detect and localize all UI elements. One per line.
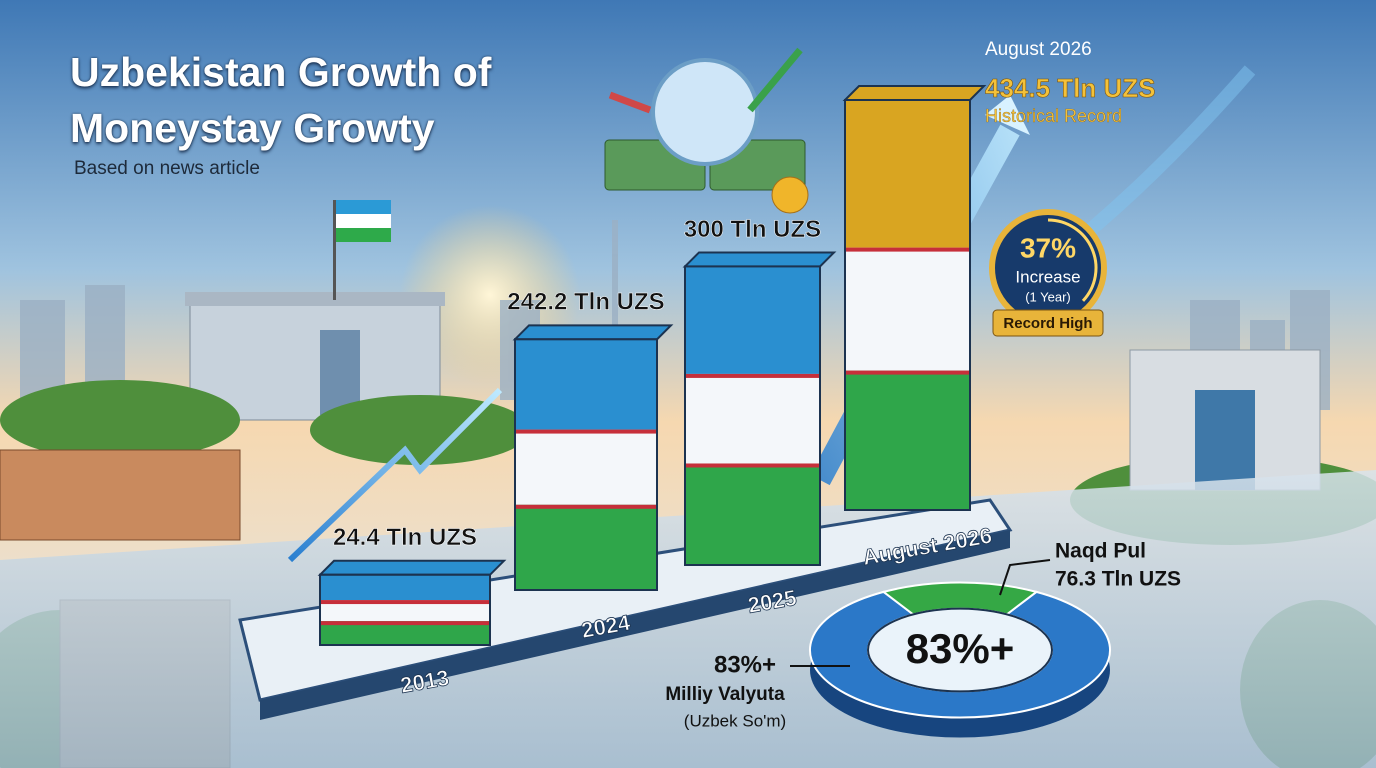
value-label: 434.5 Tln UZS [985, 73, 1156, 103]
bar [317, 559, 507, 646]
bar-top [317, 559, 507, 576]
bar-red-stripe [320, 600, 490, 605]
bar-red-stripe [515, 504, 657, 509]
bar-outline [319, 573, 491, 646]
bar-red-stripe [320, 621, 490, 626]
badge-line: Increase [1015, 267, 1080, 286]
bar-blue [515, 339, 657, 430]
badge-value: 37% [1020, 232, 1076, 263]
bar-red-stripe [685, 463, 820, 468]
bar-blue [320, 574, 490, 601]
slice-name: Milliy Valyuta [665, 684, 785, 705]
annotation-date: August 2026 [985, 39, 1092, 60]
bar-blue [685, 266, 820, 374]
donut-hole [867, 607, 1053, 693]
platform-edge [260, 530, 1010, 720]
leader-line [999, 559, 1051, 596]
value-label: 24.4 Tln UZS [333, 524, 477, 551]
badge-ribbon [992, 309, 1104, 337]
bar [842, 85, 987, 511]
bar-top [512, 324, 674, 341]
bar-red-stripe [845, 370, 970, 375]
bar-outline [514, 338, 658, 592]
bar-red-stripe [515, 429, 657, 434]
donut-center-label: 83%+ [906, 625, 1015, 672]
bar-outline [844, 99, 971, 511]
slice-note: 76.3 Tln UZS [1055, 568, 1181, 591]
chart-title: Uzbekistan Growth of Moneystay Growty [70, 49, 492, 151]
bar-red-stripe [845, 247, 970, 252]
badge-line: (1 Year) [1025, 289, 1071, 304]
bar-top [682, 251, 837, 268]
badge-progress [1047, 218, 1098, 302]
bar [512, 324, 674, 592]
right-buildings [1129, 349, 1321, 491]
annotation-record: Historical Record [985, 106, 1122, 126]
bar-top [842, 85, 987, 101]
chart-subtitle: Based on news article [74, 158, 260, 179]
bar-red-stripe [685, 373, 820, 378]
slice-name: Naqd Pul [1055, 540, 1146, 563]
growth-arrowhead [985, 95, 1030, 135]
small-arrow [287, 387, 503, 563]
bar [682, 251, 837, 566]
money-illustration [604, 47, 809, 214]
bar-blue [845, 100, 970, 248]
bar-outline [684, 265, 821, 566]
central-bank-building [185, 200, 445, 421]
slice-note: (Uzbek So'm) [684, 711, 786, 730]
value-label: 300 Tln UZS [684, 216, 821, 243]
slice-percent: 83%+ [714, 651, 776, 678]
badge-ribbon-text: Record High [1003, 315, 1092, 332]
value-label: 242.2 Tln UZS [507, 289, 664, 316]
